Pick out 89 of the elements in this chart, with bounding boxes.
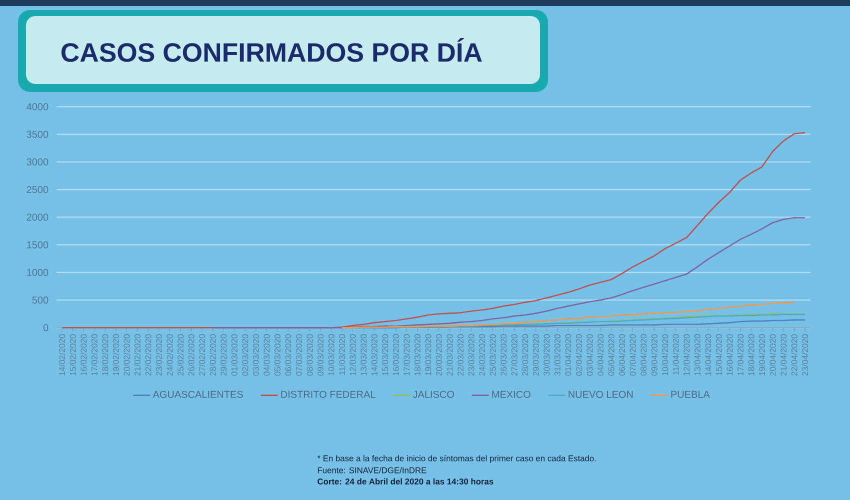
x-tick-label: 07/03/2020 (296, 334, 302, 376)
x-tick-label: 09/03/2020 (317, 334, 324, 376)
x-tick-label: 21/02/2020 (134, 334, 140, 376)
y-tick-label: 3000 (26, 158, 48, 166)
x-tick-label: 01/03/2020 (231, 334, 238, 376)
x-tick-label: 18/02/2020 (102, 334, 108, 376)
x-tick-label: 19/02/2020 (112, 334, 119, 376)
x-tick-label: 12/04/2020 (683, 334, 690, 376)
x-tick-label: 23/04/2020 (802, 334, 808, 376)
x-tick-label: 05/04/2020 (608, 334, 614, 376)
x-tick-label: 13/04/2020 (694, 334, 700, 376)
x-tick-label: 16/04/2020 (726, 334, 733, 376)
x-tick-label: 31/03/2020 (554, 334, 560, 376)
x-tick-label: 15/03/2020 (382, 334, 388, 376)
x-tick-label: 24/03/2020 (478, 334, 486, 376)
x-tick-label: 12/03/2020 (350, 334, 356, 376)
x-tick-label: 08/03/2020 (306, 334, 313, 376)
x-tick-label: 10/03/2020 (328, 334, 334, 376)
y-tick-label: 500 (32, 296, 48, 304)
x-tick-label: 17/02/2020 (91, 334, 98, 376)
x-tick-label: 20/04/2020 (770, 334, 776, 376)
x-tick-label: 24/02/2020 (166, 334, 173, 376)
x-tick-label: 03/03/2020 (252, 334, 259, 376)
x-tick-label: 15/04/2020 (716, 334, 722, 376)
x-tick-label: 04/03/2020 (264, 334, 270, 376)
x-tick-label: 16/03/2020 (392, 334, 399, 376)
y-tick-label: 2000 (26, 214, 48, 221)
y-tick-label: 1000 (27, 268, 48, 276)
x-tick-label: 16/02/2020 (80, 334, 87, 376)
x-tick-label: 17/03/2020 (403, 334, 410, 376)
x-tick-label: 26/02/2020 (188, 334, 194, 376)
x-tick-label: 21/03/2020 (446, 334, 453, 376)
x-tick-label: 18/04/2020 (748, 334, 754, 376)
x-tick-label: 29/02/2020 (220, 334, 227, 376)
x-tick-label: 25/02/2020 (177, 334, 184, 376)
x-tick-label: 02/03/2020 (242, 334, 248, 376)
y-tick-label: 1500 (27, 241, 48, 248)
x-tick-label: 23/02/2020 (156, 334, 162, 376)
legend-label: NUEVO LEON (568, 390, 633, 398)
x-tick-label: 19/03/2020 (425, 334, 432, 376)
legend-label: AGUASCALIENTES (152, 390, 243, 398)
legend-label: JALISCO (412, 390, 454, 398)
y-tick-label: 3500 (26, 130, 48, 138)
x-tick-label: 03/04/2020 (586, 334, 593, 376)
x-tick-label: 19/04/2020 (758, 334, 766, 376)
x-tick-label: 22/02/2020 (145, 334, 152, 376)
x-tick-label: 25/03/2020 (490, 334, 496, 376)
text: * En base a la fecha de inicio de síntomas del primer caso en cada Estado. (317, 455, 596, 463)
x-tick-label: 13/03/2020 (360, 334, 367, 376)
text: Corte: 24 de Abril del 2020 a las 14:30 horas (318, 478, 494, 484)
source-note: Fuente: SINAVE/DGE/InDRE (318, 467, 426, 474)
x-tick-label: 11/03/2020 (338, 334, 346, 375)
x-tick-label: 02/04/2020 (576, 334, 582, 376)
x-tick-label: 30/03/2020 (543, 334, 550, 376)
x-tick-label: 05/03/2020 (274, 334, 280, 376)
x-tick-label: 08/04/2020 (640, 334, 647, 376)
y-tick-label: 0 (43, 324, 48, 332)
x-tick-label: 14/02/2020 (58, 334, 66, 376)
x-tick-label: 17/04/2020 (737, 334, 744, 376)
x-tick-label: 10/04/2020 (662, 334, 668, 376)
x-tick-label: 21/04/2020 (780, 334, 787, 376)
x-tick-label: 27/03/2020 (511, 334, 518, 376)
y-tick-label: 4000 (26, 103, 48, 110)
x-tick-label: 28/03/2020 (522, 334, 528, 376)
x-tick-label: 20/02/2020 (124, 334, 130, 376)
x-tick-label: 07/04/2020 (630, 334, 636, 376)
chart-title: CASOS CONFIRMADOS POR DÍA (61, 38, 482, 62)
x-tick-label: 29/03/2020 (532, 334, 539, 376)
x-tick-label: 14/03/2020 (371, 334, 378, 376)
x-tick-label: 18/03/2020 (414, 334, 420, 376)
x-tick-label: 20/03/2020 (436, 334, 442, 376)
x-tick-label: 04/04/2020 (597, 334, 604, 376)
x-tick-label: 15/02/2020 (70, 334, 76, 376)
x-tick-label: 22/04/2020 (791, 334, 798, 376)
x-tick-label: 22/03/2020 (457, 334, 464, 376)
x-tick-label: 14/04/2020 (705, 334, 712, 376)
y-tick-label: 2500 (26, 186, 48, 194)
x-tick-label: 26/03/2020 (500, 334, 507, 376)
legend-label: PUEBLA (671, 390, 710, 398)
x-tick-label: 23/03/2020 (468, 334, 474, 376)
x-tick-label: 09/04/2020 (651, 334, 658, 376)
x-tick-label: 01/04/2020 (565, 334, 572, 376)
x-tick-label: 28/02/2020 (210, 334, 216, 376)
x-tick-label: 27/02/2020 (198, 334, 206, 376)
x-tick-label: 06/03/2020 (285, 334, 292, 376)
x-tick-label: 06/04/2020 (618, 334, 626, 376)
legend-label: MEXICO (492, 390, 530, 398)
legend-label: DISTRITO FEDERAL (281, 390, 376, 398)
x-tick-label: 11/04/2020 (672, 334, 679, 375)
